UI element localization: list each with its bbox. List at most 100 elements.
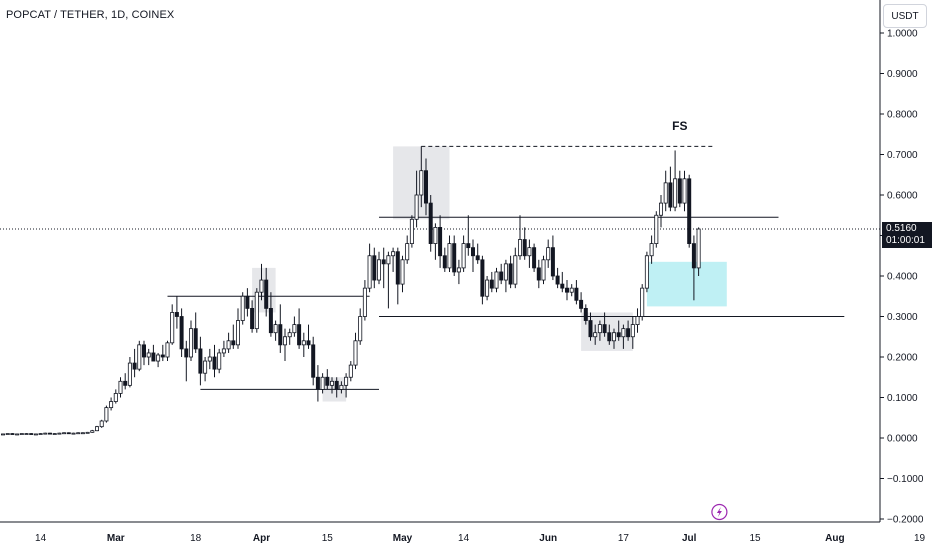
candle-body xyxy=(160,354,165,358)
candle-body xyxy=(297,324,302,346)
candle-body xyxy=(560,283,565,289)
candle-body xyxy=(38,433,43,435)
candle-body xyxy=(391,251,396,257)
candle-body xyxy=(146,352,151,358)
candle-body xyxy=(240,295,245,321)
candle-body xyxy=(555,275,560,285)
candle-body xyxy=(470,247,475,257)
candle-body xyxy=(198,348,203,374)
candle-body xyxy=(118,380,123,394)
candle-body xyxy=(372,255,377,281)
candle-body xyxy=(5,433,10,435)
candle-body xyxy=(546,247,551,261)
candle-body xyxy=(15,433,20,436)
candle-body xyxy=(235,320,240,346)
candle-body xyxy=(574,287,579,301)
candle-body xyxy=(19,433,24,435)
candle-body xyxy=(691,243,696,269)
candle-body xyxy=(696,228,701,269)
candle-body xyxy=(602,324,607,334)
candle-body xyxy=(508,263,513,285)
candle-body xyxy=(24,433,29,435)
x-tick-label: 15 xyxy=(322,533,334,544)
candle-countdown: 01:00:01 xyxy=(886,235,925,246)
candle-body xyxy=(278,324,283,346)
candle-body xyxy=(165,342,170,358)
x-tick-label: 18 xyxy=(190,533,202,544)
candle-body xyxy=(43,432,48,435)
candle-body xyxy=(583,307,588,321)
candle-body xyxy=(156,354,161,362)
currency-selector[interactable]: USDT xyxy=(883,4,927,28)
candle-body xyxy=(433,226,438,244)
candle-body xyxy=(339,384,344,390)
candle-body xyxy=(621,328,626,338)
candle-body xyxy=(57,432,62,435)
candle-body xyxy=(376,259,381,281)
candle-body xyxy=(311,344,316,378)
candle-body xyxy=(659,202,664,216)
x-tick-label: Jun xyxy=(539,533,557,544)
candle-body xyxy=(419,170,424,196)
y-tick-label: 0.8000 xyxy=(887,110,918,121)
candle-body xyxy=(212,356,217,370)
candle-body xyxy=(400,259,405,285)
candle-body xyxy=(673,178,678,208)
candle-body xyxy=(217,352,222,370)
candle-body xyxy=(287,332,292,338)
candle-body xyxy=(10,433,15,435)
candle-body xyxy=(579,299,584,309)
x-tick-label: Mar xyxy=(107,533,125,544)
candle-body xyxy=(395,251,400,285)
candle-body xyxy=(245,295,250,309)
candle-body xyxy=(409,218,414,245)
candle-body xyxy=(85,431,90,434)
candle-body xyxy=(348,364,353,378)
candle-body xyxy=(151,352,156,362)
y-tick-label: 0.2000 xyxy=(887,353,918,364)
candle-body xyxy=(494,271,499,289)
x-tick-label: 17 xyxy=(618,533,630,544)
candle-body xyxy=(630,324,635,338)
lightning-bolt-icon xyxy=(716,507,722,517)
candle-body xyxy=(635,316,640,326)
y-tick-label: 0.7000 xyxy=(887,150,918,161)
candle-body xyxy=(0,433,6,436)
candle-body xyxy=(306,340,311,346)
candle-body xyxy=(325,376,330,386)
x-tick-label: 14 xyxy=(458,533,470,544)
x-tick-label: 19 xyxy=(914,533,926,544)
candle-body xyxy=(663,182,668,204)
x-tick-label: Jul xyxy=(682,533,697,544)
candle-body xyxy=(640,287,645,317)
last-price-tag: 0.5160 01:00:01 xyxy=(882,222,932,248)
candle-body xyxy=(62,432,67,435)
candle-body xyxy=(268,307,273,334)
candle-body xyxy=(405,243,410,261)
candle-body xyxy=(485,279,490,297)
candle-body xyxy=(184,348,189,358)
candle-body xyxy=(503,263,508,281)
candle-body xyxy=(137,344,142,370)
candle-body xyxy=(90,430,95,433)
candle-body xyxy=(329,380,334,386)
candle-body xyxy=(292,324,297,334)
candle-body xyxy=(71,432,76,435)
candle-body xyxy=(188,328,193,358)
candle-body xyxy=(626,328,631,338)
y-tick-label: 0.4000 xyxy=(887,272,918,283)
candle-body xyxy=(29,433,34,435)
y-tick-label: −0.1000 xyxy=(887,474,924,485)
candle-body xyxy=(282,336,287,346)
candle-body xyxy=(447,243,452,269)
candle-body xyxy=(668,182,673,208)
y-tick-label: 0.3000 xyxy=(887,312,918,323)
candle-body xyxy=(677,178,682,204)
candle-body xyxy=(536,267,541,281)
candle-body xyxy=(466,243,471,249)
candle-body xyxy=(320,376,325,390)
candle-body xyxy=(358,316,363,342)
candle-body xyxy=(193,328,198,350)
candle-body xyxy=(489,279,494,289)
